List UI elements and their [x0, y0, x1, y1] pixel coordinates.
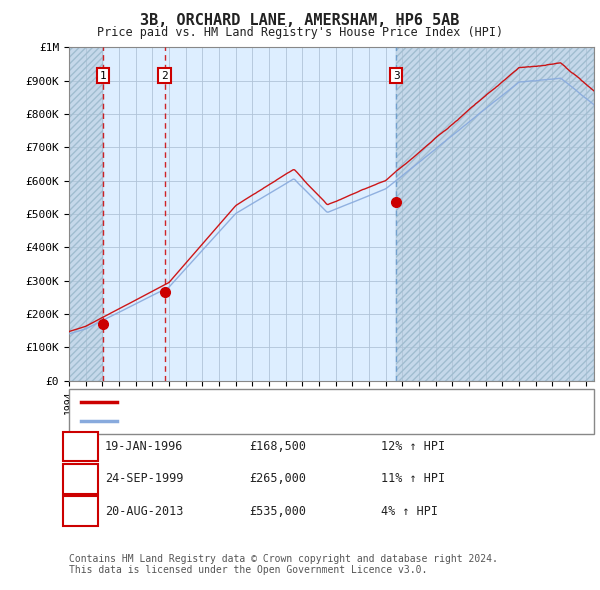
- Bar: [396, 47, 594, 381]
- Text: 3: 3: [393, 71, 400, 80]
- Text: 3: 3: [77, 504, 84, 518]
- Text: Contains HM Land Registry data © Crown copyright and database right 2024.
This d: Contains HM Land Registry data © Crown c…: [69, 553, 498, 575]
- Text: 1: 1: [77, 440, 84, 453]
- Bar: [69, 47, 103, 381]
- Text: 2: 2: [77, 472, 84, 486]
- Text: 1: 1: [100, 71, 107, 80]
- Bar: [69, 47, 103, 381]
- Text: £168,500: £168,500: [249, 440, 306, 453]
- Text: HPI: Average price, detached house, Buckinghamshire: HPI: Average price, detached house, Buck…: [126, 417, 470, 426]
- Text: 20-AUG-2013: 20-AUG-2013: [105, 504, 184, 518]
- Text: Price paid vs. HM Land Registry's House Price Index (HPI): Price paid vs. HM Land Registry's House …: [97, 26, 503, 39]
- Text: 19-JAN-1996: 19-JAN-1996: [105, 440, 184, 453]
- Text: 11% ↑ HPI: 11% ↑ HPI: [381, 472, 445, 486]
- Text: 3B, ORCHARD LANE, AMERSHAM, HP6 5AB: 3B, ORCHARD LANE, AMERSHAM, HP6 5AB: [140, 13, 460, 28]
- Bar: [396, 47, 594, 381]
- Text: £535,000: £535,000: [249, 504, 306, 518]
- Text: 24-SEP-1999: 24-SEP-1999: [105, 472, 184, 486]
- Text: 12% ↑ HPI: 12% ↑ HPI: [381, 440, 445, 453]
- Text: 3B, ORCHARD LANE, AMERSHAM, HP6 5AB (detached house): 3B, ORCHARD LANE, AMERSHAM, HP6 5AB (det…: [126, 397, 477, 407]
- Text: 4% ↑ HPI: 4% ↑ HPI: [381, 504, 438, 518]
- Text: 2: 2: [161, 71, 168, 80]
- Text: £265,000: £265,000: [249, 472, 306, 486]
